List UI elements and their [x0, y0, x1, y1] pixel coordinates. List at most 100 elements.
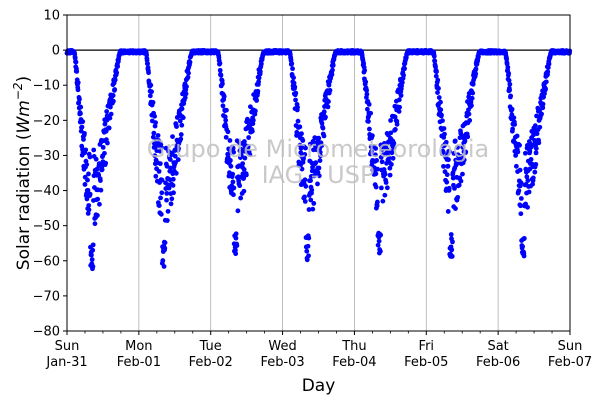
data-point: [111, 98, 116, 104]
data-point: [313, 160, 319, 166]
data-point: [183, 91, 189, 97]
data-point: [145, 61, 150, 67]
data-point: [295, 118, 301, 124]
data-point: [177, 118, 183, 124]
data-point: [292, 84, 298, 90]
data-point: [534, 131, 540, 137]
data-point: [159, 177, 165, 183]
data-point: [330, 67, 335, 73]
data-point: [434, 69, 439, 75]
y-tick-label-2: −10: [33, 79, 60, 94]
data-point: [85, 211, 91, 216]
data-point: [319, 120, 325, 126]
data-point: [382, 192, 388, 198]
data-point: [518, 203, 523, 209]
data-point: [540, 105, 546, 111]
data-point: [78, 111, 83, 116]
data-point: [152, 153, 158, 159]
data-point: [316, 135, 322, 141]
data-point: [304, 257, 310, 263]
data-point: [451, 150, 457, 156]
data-point: [171, 190, 176, 196]
data-point: [304, 248, 310, 254]
data-point: [321, 109, 327, 115]
data-point: [100, 144, 106, 150]
y-axis-title: Solar radiation (Wm−2): [11, 76, 34, 270]
data-point: [394, 121, 400, 127]
y-tick-label-1: 0: [52, 44, 60, 59]
data-point: [316, 173, 322, 179]
data-point: [87, 191, 93, 197]
data-point: [81, 137, 86, 142]
data-point: [233, 235, 239, 241]
data-point: [310, 206, 316, 212]
data-point: [151, 145, 157, 150]
data-point: [376, 238, 382, 244]
data-point: [157, 161, 163, 167]
data-point: [366, 119, 371, 124]
data-point: [87, 154, 93, 160]
data-point: [516, 188, 522, 194]
data-point: [93, 156, 99, 162]
data-point: [446, 157, 451, 163]
data-point: [508, 93, 514, 99]
data-point: [239, 153, 244, 159]
data-point: [435, 77, 441, 83]
data-point: [175, 157, 181, 163]
data-point: [84, 196, 90, 202]
x-tick-label-date-5: Feb-05: [404, 355, 448, 370]
data-point: [247, 152, 253, 157]
x-axis: SunJan-31MonFeb-01TueFeb-02WedFeb-03ThuF…: [45, 331, 592, 370]
data-point: [179, 122, 185, 128]
data-point: [530, 181, 535, 187]
data-point: [545, 69, 551, 75]
data-point: [217, 60, 223, 66]
data-point: [153, 173, 159, 179]
data-point: [444, 172, 450, 178]
data-point: [89, 257, 95, 263]
data-point: [302, 177, 308, 183]
data-point: [447, 149, 452, 154]
data-point: [506, 70, 512, 76]
data-point: [164, 190, 170, 196]
data-point: [290, 66, 295, 72]
data-point: [303, 183, 309, 189]
data-point: [110, 93, 116, 98]
y-axis-title-unit: Wm: [14, 100, 34, 133]
data-point: [75, 87, 81, 93]
data-point: [518, 180, 524, 186]
data-point: [527, 148, 533, 154]
data-point: [318, 153, 323, 159]
data-point: [444, 179, 450, 185]
y-tick-label-4: −30: [33, 149, 60, 164]
data-point: [152, 113, 157, 119]
data-point: [449, 247, 455, 253]
data-point: [374, 158, 380, 163]
data-point: [298, 150, 304, 156]
data-point: [364, 88, 370, 93]
data-point: [231, 192, 236, 198]
data-point: [515, 149, 521, 155]
data-point: [162, 245, 168, 251]
data-point: [449, 253, 455, 259]
data-point: [148, 82, 154, 88]
data-point: [402, 66, 407, 72]
data-point: [176, 146, 181, 151]
data-point: [112, 77, 118, 83]
watermark-line-2: IAG - USP: [262, 161, 375, 189]
data-point: [249, 128, 255, 134]
data-point: [521, 253, 527, 259]
x-tick-label-date-0: Jan-31: [45, 355, 87, 370]
data-point: [383, 180, 389, 185]
y-tick-label-7: −60: [33, 254, 60, 269]
data-point: [82, 130, 87, 136]
data-point: [514, 133, 520, 139]
data-point: [182, 95, 188, 101]
data-point: [90, 264, 96, 269]
data-point: [469, 103, 474, 108]
data-point: [303, 145, 308, 151]
data-point: [452, 185, 457, 191]
data-point: [369, 133, 375, 139]
data-point: [179, 106, 185, 112]
